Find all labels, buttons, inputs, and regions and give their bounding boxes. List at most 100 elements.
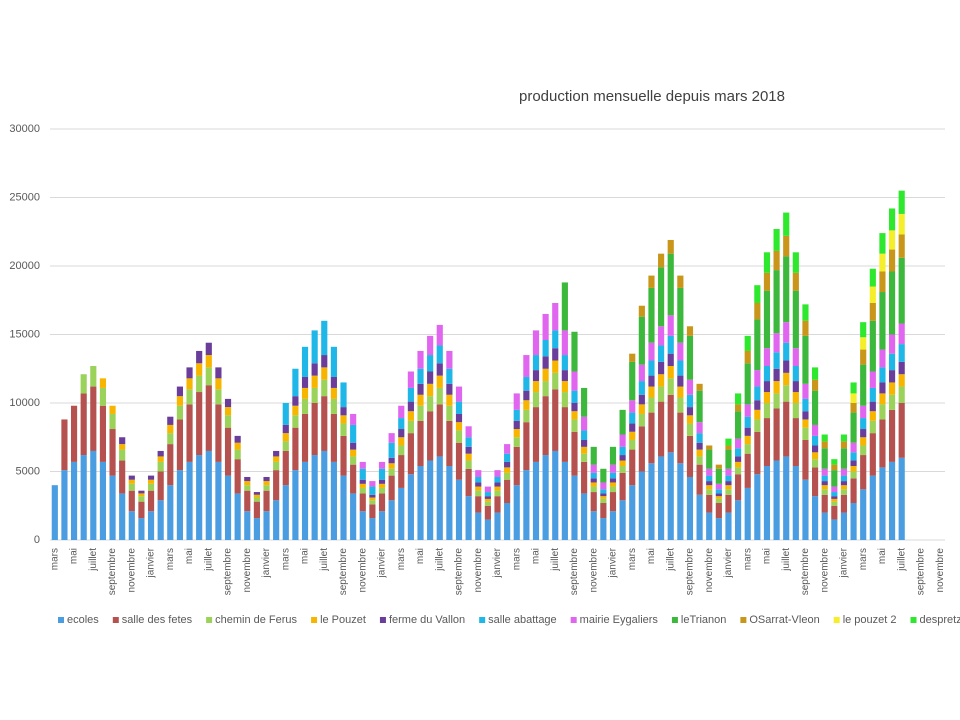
bar-segment [398,405,405,419]
bar-segment [138,501,145,519]
bar-segment [735,438,742,449]
bar-segment [398,487,405,540]
bar-segment [581,446,588,454]
bar-segment [446,466,453,540]
bar-segment [609,472,617,479]
bar-segment [494,482,501,487]
bar-segment [725,438,732,446]
bar-segment [773,250,780,271]
bar-segment [860,364,867,406]
bar-segment [667,452,674,540]
bar-segment [494,476,501,483]
bar-segment [388,468,395,476]
bar-segment [99,461,107,540]
bar-segment [860,489,867,540]
bar-segment [590,446,597,465]
bar-segment [860,455,867,490]
bar-segment [792,252,799,273]
bar-segment [282,441,289,451]
legend-swatch [112,617,119,623]
bar-segment [167,416,174,425]
bar-segment [157,471,164,501]
bar-segment [754,474,761,540]
bar-segment [321,396,328,451]
bar-segment [215,404,222,462]
bar-segment [330,346,337,377]
bar-segment [783,372,790,386]
bar-segment [253,518,260,540]
x-tick-label: mai [762,548,773,564]
bar-segment [244,490,251,512]
bar-segment [138,496,145,502]
bar-segment [898,257,905,324]
bar-segment [513,393,520,410]
legend-label: le Pouzet [320,614,366,626]
bar-segment [888,249,896,272]
bar-segment [840,481,848,486]
bar-segment [581,430,588,440]
bar-segment [821,441,828,449]
bar-segment [513,485,520,540]
bar-segment [350,413,357,425]
bar-segment [378,483,386,488]
bar-segment [686,335,694,380]
bar-segment [90,450,97,540]
x-tick-label: juillet [665,548,676,572]
bar-segment [581,453,588,462]
bar-segment [359,511,366,540]
bar-segment [677,386,684,398]
legend-label: ecoles [67,614,99,626]
bar-segment [561,461,568,540]
bar-segment [369,500,376,505]
bar-segment [465,446,472,454]
bar-segment [398,437,405,446]
bar-segment [282,433,289,442]
bar-segment [436,345,443,364]
bar-segment [696,456,703,465]
bar-segment [369,497,376,501]
bar-segment [735,411,742,439]
bar-segment [725,481,732,486]
bar-segment [186,367,193,379]
x-tick-label: novembre [357,548,368,593]
bar-segment [783,322,790,343]
x-tick-label: mars [511,548,522,570]
bar-segment [109,413,116,430]
bar-segment [128,475,135,480]
bar-segment [638,316,645,365]
bar-segment [879,393,886,405]
bar-segment [253,494,260,498]
bar-segment [850,460,857,467]
bar-segment [850,452,857,461]
bar-segment [138,493,145,497]
legend-swatch [740,617,747,623]
bar-segment [860,405,867,419]
bar-segment [398,455,405,488]
bar-segment [436,387,443,405]
x-tick-label: janvier [146,547,157,578]
bar-segment [696,383,703,391]
bar-segment [552,450,559,540]
bar-segment [773,393,780,409]
x-tick-label: mars [165,548,176,570]
bar-segment [484,486,491,493]
bar-segment [90,386,97,451]
bar-segment [792,348,799,367]
bar-segment [523,376,530,391]
bar-segment [340,382,347,408]
legend-label: despretz [920,614,960,626]
bar-segment [821,448,828,469]
bar-segment [215,378,222,390]
bar-segment [715,489,722,494]
bar-segment [167,433,174,445]
bar-segment [147,483,155,491]
bar-segment [706,485,713,490]
bar-segment [783,235,790,257]
bar-segment [677,412,684,464]
bar-segment [475,512,482,540]
legend-swatch [379,617,386,623]
bar-segment [340,415,347,424]
bar-segment [677,342,684,361]
bar-segment [619,409,626,435]
bar-segment [494,496,501,513]
